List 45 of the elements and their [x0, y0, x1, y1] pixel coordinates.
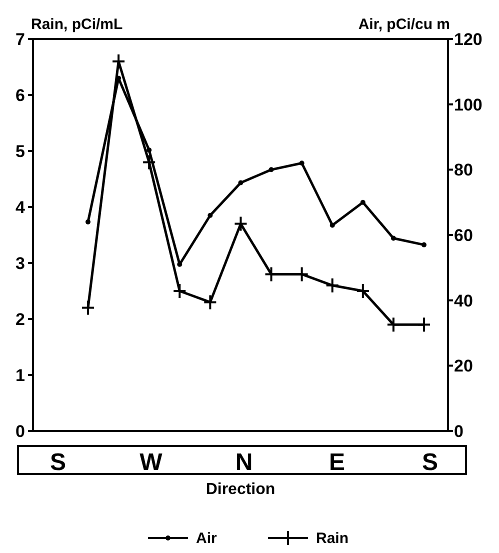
y-tick-label: 2 [16, 310, 25, 329]
point [299, 160, 304, 166]
y2-tick-label: 80 [454, 160, 473, 180]
point [356, 283, 370, 299]
legend-label: Air [196, 530, 217, 547]
point [234, 216, 248, 232]
y-tick-label: 4 [16, 198, 26, 217]
point [386, 316, 400, 333]
x-axis-title: Direction [206, 481, 276, 498]
point [325, 277, 340, 294]
point [238, 180, 244, 186]
point [417, 316, 431, 333]
point [330, 222, 335, 228]
point [203, 294, 218, 310]
y-tick-label: 0 [16, 422, 25, 441]
y-axis-title: Rain, pCi/mL [31, 16, 123, 33]
point [172, 283, 187, 299]
point [360, 200, 366, 205]
y2-tick-label: 40 [454, 291, 473, 310]
y2-tick-label: 60 [454, 226, 473, 245]
y2-tick-label: 120 [454, 30, 482, 49]
y2-tick-label: 20 [454, 356, 473, 376]
y2-tick-label: 100 [454, 95, 482, 114]
text: S [50, 449, 66, 476]
point [81, 300, 95, 316]
point [86, 219, 90, 224]
y-tick-label: 5 [16, 142, 25, 161]
point [112, 53, 126, 70]
y-tick-label: 1 [16, 366, 25, 385]
legend-label: Rain [316, 530, 349, 547]
text: W [140, 449, 163, 476]
y-tick-label: 7 [16, 30, 25, 49]
point [208, 212, 213, 218]
y2-tick-label: 0 [454, 422, 464, 441]
point [142, 154, 156, 170]
y-tick-label: 6 [16, 86, 25, 105]
point [422, 242, 426, 248]
text: E [328, 449, 346, 476]
point [146, 148, 152, 153]
y2-axis-title: Air, pCi/cu m [358, 16, 450, 33]
text: N [235, 449, 253, 476]
text: S [422, 449, 438, 476]
y-tick-label: 3 [16, 254, 25, 273]
point [268, 167, 274, 172]
point [390, 236, 396, 241]
